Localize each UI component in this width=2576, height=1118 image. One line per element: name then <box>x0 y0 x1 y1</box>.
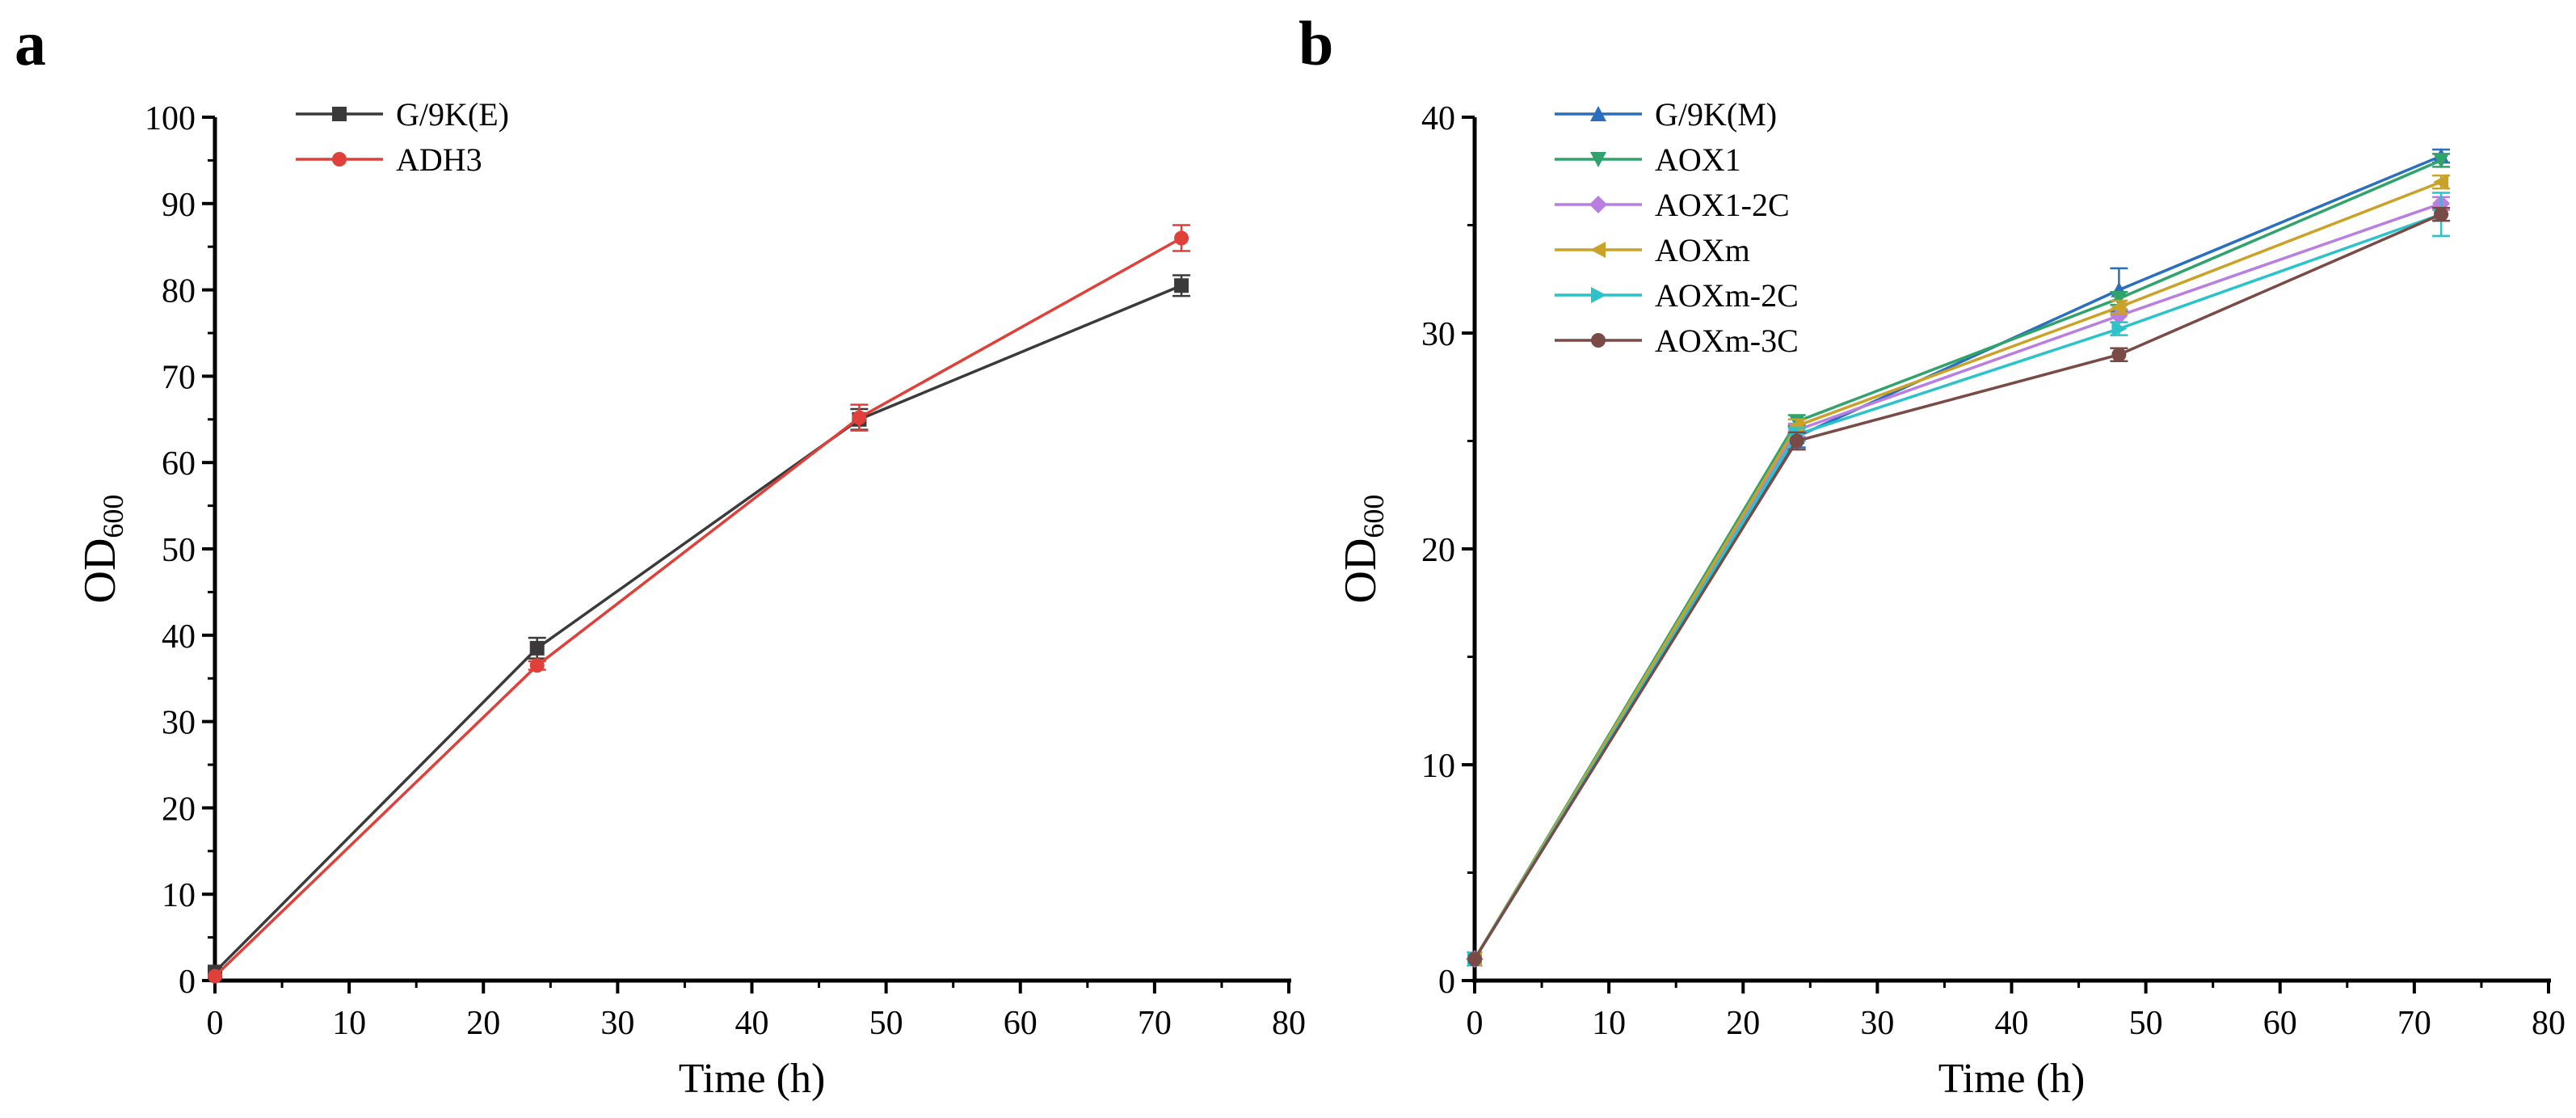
x-tick-label: 40 <box>735 1005 769 1042</box>
y-axis-label-main: OD <box>75 538 125 604</box>
y-tick-label: 80 <box>162 273 196 310</box>
x-tick-label: 70 <box>2397 1005 2431 1042</box>
data-point <box>1789 433 1804 449</box>
legend-marker <box>1591 287 1606 303</box>
data-point <box>2111 298 2127 315</box>
y-axis-label-subscript: 600 <box>1357 495 1390 538</box>
data-point <box>2111 347 2127 362</box>
x-tick-label: 40 <box>1995 1005 2029 1042</box>
data-point <box>2433 174 2449 191</box>
y-tick-label: 40 <box>1421 100 1455 137</box>
legend-marker <box>1590 106 1606 121</box>
series-line <box>1473 213 2442 960</box>
legend-label: AOXm-3C <box>1655 323 1799 359</box>
x-tick-label: 70 <box>1138 1005 1172 1042</box>
y-tick-label: 0 <box>179 964 196 1001</box>
chart-panel-b: 0 10 20 30 40 50 60 70 80 0 10 20 30 40 Time (h) OD600 G… <box>1336 96 2565 1102</box>
chart-panel-a: 0 10 20 30 40 50 60 70 80 0 10 20 30 40 50 60 70 80 90 100 T… <box>75 96 1306 1102</box>
x-tick-label: 20 <box>466 1005 500 1042</box>
y-tick-label: 20 <box>1421 532 1455 569</box>
y-tick-label: 30 <box>162 705 196 742</box>
legend-marker <box>332 152 347 167</box>
data-point <box>2111 291 2128 307</box>
data-point <box>529 658 545 673</box>
y-tick-label: 0 <box>1438 964 1455 1001</box>
series-line <box>1473 213 2442 960</box>
data-point <box>1174 278 1189 293</box>
y-tick-label: 10 <box>162 877 196 914</box>
x-tick-label: 0 <box>207 1005 224 1042</box>
data-point <box>852 410 867 425</box>
data-point <box>2111 320 2128 337</box>
legend-marker <box>1590 152 1606 167</box>
x-tick-label: 0 <box>1467 1005 1484 1042</box>
legend-label: AOX1-2C <box>1655 187 1790 223</box>
data-point <box>2434 207 2449 222</box>
y-axis-label: OD600 <box>75 495 129 604</box>
series-line <box>1473 158 2442 960</box>
x-tick-label: 20 <box>1726 1005 1760 1042</box>
y-tick-label: 100 <box>145 100 196 137</box>
y-tick-label: 40 <box>162 618 196 656</box>
legend-marker <box>1591 333 1606 348</box>
x-tick-label: 50 <box>2129 1005 2163 1042</box>
x-tick-label: 10 <box>1592 1005 1626 1042</box>
data-point <box>1788 417 1804 434</box>
legend-label: AOXm <box>1655 232 1750 268</box>
legend-marker <box>1590 242 1606 258</box>
y-tick-label: 20 <box>162 791 196 828</box>
y-tick-label: 70 <box>162 359 196 396</box>
data-point <box>1467 951 1482 967</box>
panel-label-a: a <box>15 8 46 78</box>
y-axis-label: OD600 <box>1336 495 1390 604</box>
series-line <box>213 236 1182 977</box>
x-tick-label: 80 <box>2532 1005 2565 1042</box>
y-axis-label-main: OD <box>1336 538 1386 604</box>
x-tick-label: 60 <box>1004 1005 1038 1042</box>
x-tick-label: 60 <box>2263 1005 2297 1042</box>
x-axis-label: Time (h) <box>679 1056 826 1102</box>
series-line <box>1473 180 2442 960</box>
panel-label-b: b <box>1299 8 1333 78</box>
y-tick-label: 60 <box>162 445 196 483</box>
series-line <box>213 284 1182 973</box>
x-tick-label: 30 <box>600 1005 634 1042</box>
y-tick-label: 90 <box>162 187 196 224</box>
y-tick-label: 50 <box>162 532 196 569</box>
data-point <box>208 968 222 984</box>
x-tick-label: 50 <box>869 1005 903 1042</box>
legend-label: G/9K(M) <box>1655 96 1777 133</box>
x-tick-label: 30 <box>1860 1005 1894 1042</box>
y-tick-label: 10 <box>1421 748 1455 785</box>
data-point <box>2433 153 2450 169</box>
legend-label: ADH3 <box>396 141 482 178</box>
legend-marker <box>1589 196 1607 213</box>
legend-marker <box>332 107 347 121</box>
legend-label: AOX1 <box>1655 141 1741 178</box>
y-axis-label-subscript: 600 <box>97 495 129 538</box>
data-point <box>529 640 545 656</box>
x-tick-label: 10 <box>332 1005 366 1042</box>
y-tick-label: 30 <box>1421 316 1455 353</box>
legend-label: AOXm-2C <box>1655 277 1799 314</box>
legend-label: G/9K(E) <box>396 96 509 133</box>
x-axis-label: Time (h) <box>1938 1056 2086 1102</box>
data-point <box>1174 230 1189 246</box>
series-line <box>1473 202 2442 960</box>
x-tick-label: 80 <box>1272 1005 1306 1042</box>
